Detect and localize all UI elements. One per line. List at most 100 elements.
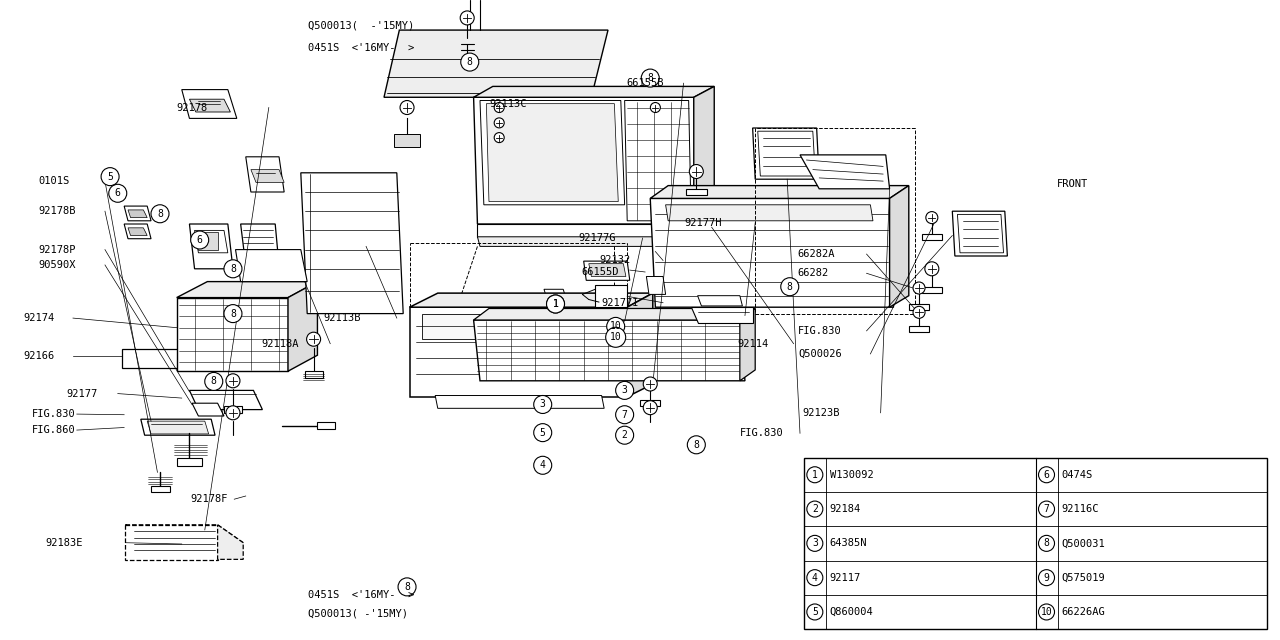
Polygon shape <box>584 261 630 280</box>
Text: Q575019: Q575019 <box>1061 573 1105 582</box>
Text: 92178: 92178 <box>177 102 207 113</box>
Polygon shape <box>317 422 335 429</box>
Text: Q500013(  -'15MY): Q500013( -'15MY) <box>308 20 415 31</box>
Polygon shape <box>957 214 1004 253</box>
Text: 6: 6 <box>197 235 202 245</box>
Circle shape <box>644 377 657 391</box>
Polygon shape <box>544 289 566 298</box>
Polygon shape <box>640 400 660 406</box>
Polygon shape <box>753 128 819 179</box>
Text: 92113C: 92113C <box>489 99 526 109</box>
Polygon shape <box>477 237 698 246</box>
Text: FIG.860: FIG.860 <box>32 425 76 435</box>
Polygon shape <box>125 525 243 543</box>
Text: 2: 2 <box>622 430 627 440</box>
Polygon shape <box>147 421 209 434</box>
Circle shape <box>687 436 705 454</box>
Polygon shape <box>646 276 666 294</box>
Polygon shape <box>435 396 604 408</box>
Text: 92178F: 92178F <box>191 494 228 504</box>
Polygon shape <box>384 30 608 97</box>
Text: 92184: 92184 <box>829 504 861 514</box>
Polygon shape <box>141 419 215 435</box>
Polygon shape <box>125 525 218 560</box>
Text: 8: 8 <box>404 582 410 592</box>
Polygon shape <box>410 293 653 307</box>
Text: 92113B: 92113B <box>324 313 361 323</box>
Text: 0101S: 0101S <box>38 176 69 186</box>
Text: 92183E: 92183E <box>46 538 83 548</box>
Text: 3: 3 <box>540 399 545 410</box>
Circle shape <box>641 69 659 87</box>
Circle shape <box>307 332 320 346</box>
Text: 8: 8 <box>230 308 236 319</box>
Text: Q500013( -'15MY): Q500013( -'15MY) <box>308 608 408 618</box>
Circle shape <box>806 604 823 620</box>
Circle shape <box>616 426 634 444</box>
Polygon shape <box>236 250 307 282</box>
Circle shape <box>650 102 660 113</box>
Text: 3: 3 <box>622 385 627 396</box>
Polygon shape <box>218 525 243 559</box>
Polygon shape <box>410 307 627 397</box>
Circle shape <box>109 184 127 202</box>
Text: 4: 4 <box>812 573 818 582</box>
Text: 8: 8 <box>648 73 653 83</box>
Polygon shape <box>589 264 626 276</box>
Text: 66226AG: 66226AG <box>1061 607 1105 617</box>
Polygon shape <box>698 296 742 306</box>
Circle shape <box>925 262 938 276</box>
Circle shape <box>224 260 242 278</box>
Polygon shape <box>124 224 151 239</box>
Circle shape <box>494 102 504 113</box>
Text: 66155B: 66155B <box>626 78 663 88</box>
Polygon shape <box>251 170 284 182</box>
Text: 8: 8 <box>1043 538 1050 548</box>
Text: 1: 1 <box>812 470 818 480</box>
Circle shape <box>534 396 552 413</box>
Polygon shape <box>394 134 420 147</box>
Polygon shape <box>422 314 614 339</box>
Text: 64385N: 64385N <box>829 538 868 548</box>
Polygon shape <box>474 308 755 320</box>
Text: 8: 8 <box>694 440 699 450</box>
Circle shape <box>806 570 823 586</box>
Text: 5: 5 <box>108 172 113 182</box>
Polygon shape <box>922 234 942 240</box>
Circle shape <box>781 278 799 296</box>
Polygon shape <box>691 307 753 323</box>
Polygon shape <box>122 349 189 368</box>
Polygon shape <box>474 86 714 97</box>
Text: 6: 6 <box>115 188 120 198</box>
Polygon shape <box>189 224 233 269</box>
Circle shape <box>461 11 474 25</box>
Polygon shape <box>486 104 618 202</box>
Text: 92177: 92177 <box>67 388 97 399</box>
Text: 92177H: 92177H <box>685 218 722 228</box>
Polygon shape <box>128 228 147 236</box>
Text: 92118A: 92118A <box>261 339 298 349</box>
Text: FIG.830: FIG.830 <box>797 326 841 336</box>
Text: A930001281: A930001281 <box>1184 612 1252 623</box>
Text: 66155D: 66155D <box>581 267 618 277</box>
Circle shape <box>1038 570 1055 586</box>
Polygon shape <box>198 232 218 250</box>
Polygon shape <box>189 390 262 410</box>
Polygon shape <box>922 287 942 293</box>
Text: Q860004: Q860004 <box>829 607 873 617</box>
Polygon shape <box>301 173 403 314</box>
Text: 66282: 66282 <box>797 268 828 278</box>
Text: 92174: 92174 <box>23 313 54 323</box>
Circle shape <box>607 317 625 335</box>
Circle shape <box>1038 501 1055 517</box>
Circle shape <box>547 295 564 313</box>
Polygon shape <box>177 298 288 371</box>
Polygon shape <box>909 304 929 310</box>
Circle shape <box>534 456 552 474</box>
Circle shape <box>227 406 239 420</box>
Polygon shape <box>182 333 275 362</box>
Polygon shape <box>890 186 909 307</box>
Text: Q500026: Q500026 <box>799 349 842 359</box>
Polygon shape <box>538 317 591 333</box>
Polygon shape <box>474 97 698 224</box>
